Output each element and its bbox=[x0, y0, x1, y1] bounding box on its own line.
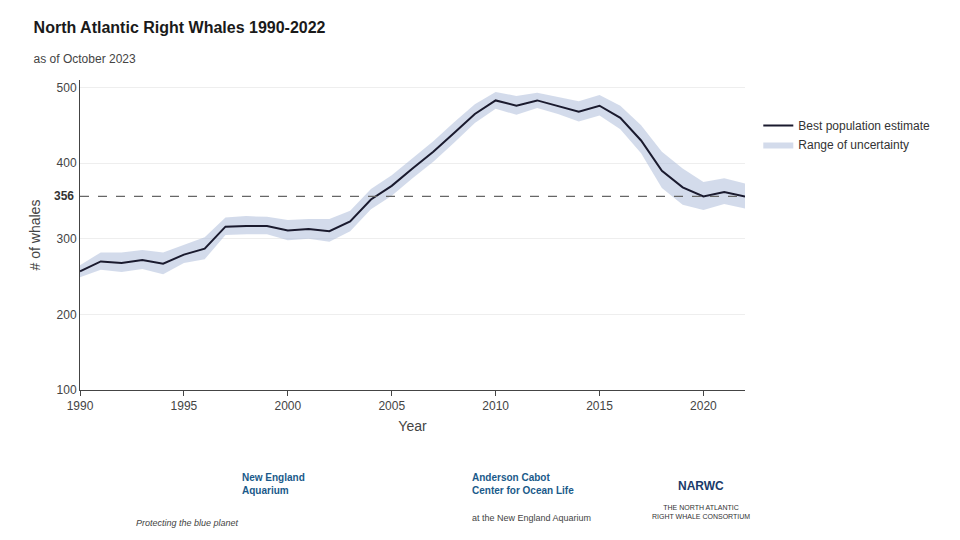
svg-text:Range of uncertainty: Range of uncertainty bbox=[798, 138, 909, 152]
svg-text:at the New England Aquarium: at the New England Aquarium bbox=[472, 513, 591, 523]
svg-text:100: 100 bbox=[57, 383, 77, 397]
svg-text:Protecting the blue planet: Protecting the blue planet bbox=[136, 518, 239, 528]
svg-text:2010: 2010 bbox=[482, 399, 509, 413]
svg-text:Best population estimate: Best population estimate bbox=[798, 119, 930, 133]
svg-text:# of whales: # of whales bbox=[27, 200, 43, 271]
svg-text:1995: 1995 bbox=[171, 399, 198, 413]
svg-text:1990: 1990 bbox=[67, 399, 94, 413]
svg-text:Anderson CabotCenter for Ocean: Anderson CabotCenter for Ocean Life bbox=[472, 472, 574, 496]
svg-text:200: 200 bbox=[57, 308, 77, 322]
svg-text:2015: 2015 bbox=[586, 399, 613, 413]
svg-text:400: 400 bbox=[57, 156, 77, 170]
svg-text:North Atlantic Right Whales 19: North Atlantic Right Whales 1990-2022 bbox=[34, 19, 326, 36]
svg-text:as of October 2023: as of October 2023 bbox=[34, 52, 136, 66]
svg-text:2020: 2020 bbox=[690, 399, 717, 413]
svg-text:356: 356 bbox=[54, 189, 74, 203]
svg-text:2005: 2005 bbox=[378, 399, 405, 413]
svg-text:300: 300 bbox=[57, 232, 77, 246]
svg-text:500: 500 bbox=[57, 81, 77, 95]
svg-text:Year: Year bbox=[398, 418, 427, 434]
svg-text:2000: 2000 bbox=[274, 399, 301, 413]
svg-text:NARWC: NARWC bbox=[678, 479, 724, 493]
svg-text:THE NORTH ATLANTICRIGHT WHALE: THE NORTH ATLANTICRIGHT WHALE CONSORTIUM bbox=[652, 504, 750, 520]
svg-text:New EnglandAquarium: New EnglandAquarium bbox=[242, 472, 305, 496]
